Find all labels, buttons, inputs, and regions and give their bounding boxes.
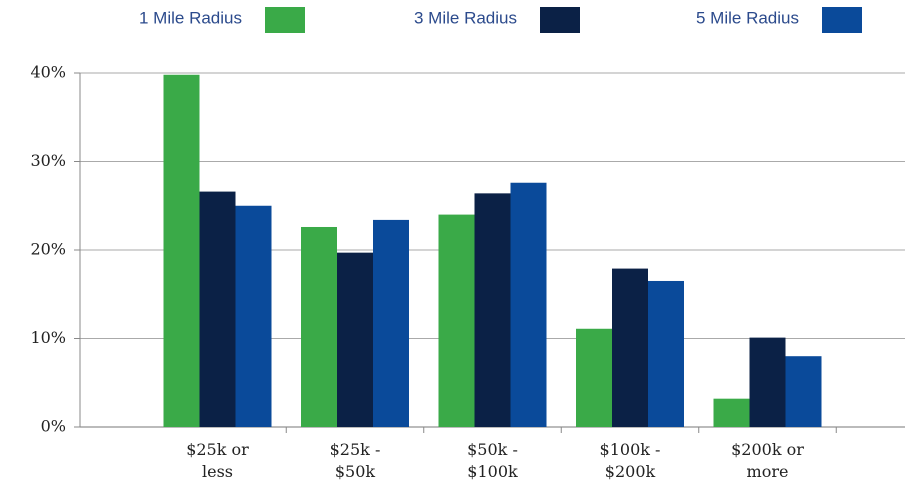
x-tick-label: $25k or less <box>186 440 249 481</box>
bar <box>163 74 200 428</box>
legend-label: 1 Mile Radius <box>139 8 242 27</box>
bar <box>474 193 511 427</box>
y-tick-label: 30% <box>30 151 66 170</box>
bar <box>337 252 373 427</box>
legend-swatch <box>540 7 580 33</box>
legend-label: 3 Mile Radius <box>414 8 517 27</box>
bar <box>438 214 475 427</box>
x-tick-label: $100k - $200k <box>599 440 661 481</box>
bar <box>713 398 750 427</box>
bar <box>301 226 337 427</box>
x-tick-label: $50k - $100k <box>467 440 518 481</box>
legend-swatch <box>265 7 305 33</box>
legend-swatch <box>822 7 862 33</box>
bar <box>648 280 684 427</box>
y-tick-label: 0% <box>41 417 66 436</box>
y-tick-label: 20% <box>30 240 66 259</box>
bar <box>199 191 236 427</box>
bar <box>612 268 648 427</box>
bar <box>510 182 547 427</box>
bar <box>785 356 822 427</box>
bar <box>749 337 786 427</box>
legend-label: 5 Mile Radius <box>696 8 799 27</box>
y-tick-label: 10% <box>30 328 66 347</box>
x-tick-label: $200k or more <box>731 440 804 481</box>
y-tick-label: 40% <box>30 63 66 82</box>
bar <box>576 328 612 427</box>
bar <box>373 219 409 427</box>
bar <box>235 205 272 427</box>
x-tick-label: $25k - $50k <box>329 440 381 481</box>
